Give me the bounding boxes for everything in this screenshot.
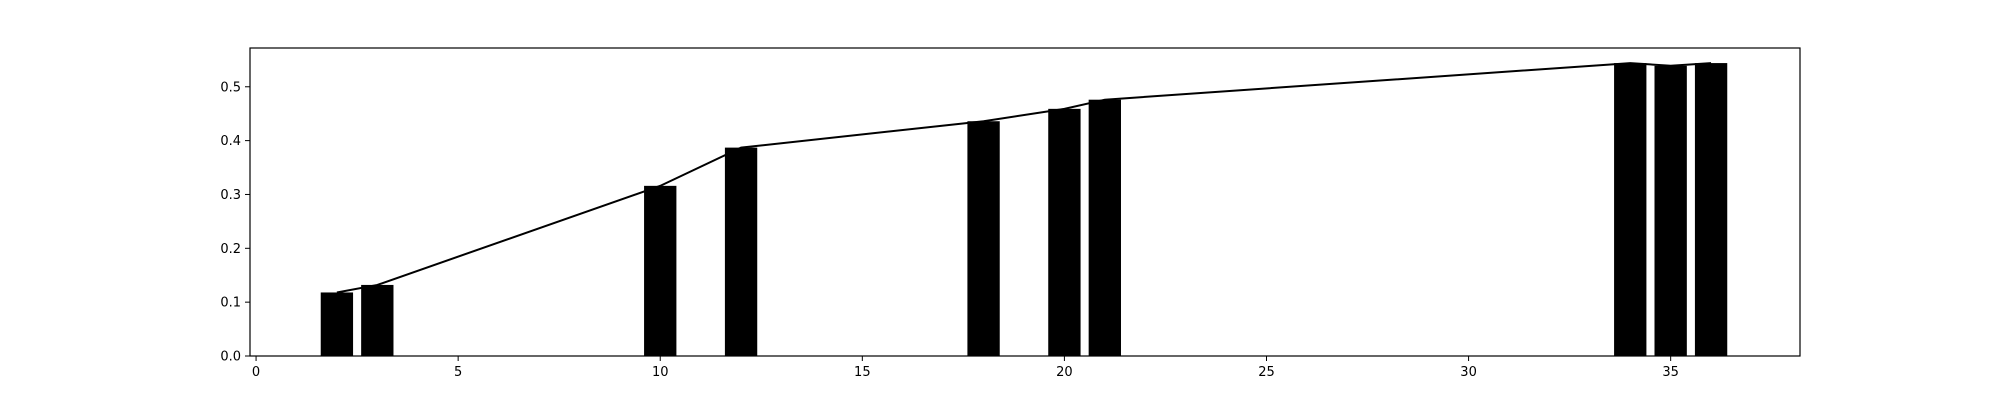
x-tick-label: 30 bbox=[1460, 365, 1477, 380]
x-tick-label: 5 bbox=[454, 365, 462, 380]
bar-2 bbox=[320, 292, 354, 356]
y-axis: 0.0 0.1 0.2 0.3 0.4 0.5 bbox=[220, 80, 250, 365]
y-tick-label: 0.1 bbox=[220, 296, 241, 311]
x-tick-label: 35 bbox=[1662, 365, 1679, 380]
bar-36 bbox=[1694, 63, 1728, 356]
trend-line-group bbox=[336, 62, 1712, 294]
y-tick-label: 0.2 bbox=[220, 242, 241, 257]
y-tick-label: 0.3 bbox=[220, 188, 241, 203]
x-tick-label: 20 bbox=[1056, 365, 1073, 380]
bars-group bbox=[320, 63, 1728, 357]
bar-21 bbox=[1088, 99, 1121, 356]
x-tick-label: 0 bbox=[252, 365, 260, 380]
bar-20 bbox=[1048, 108, 1081, 356]
plot-frame bbox=[249, 47, 1801, 357]
bar-10 bbox=[644, 185, 677, 356]
y-tick-label: 0.5 bbox=[220, 80, 241, 95]
x-axis: 0 5 10 15 20 25 30 35 bbox=[252, 356, 1679, 380]
bar-18 bbox=[967, 121, 1000, 356]
x-tick-label: 15 bbox=[854, 365, 871, 380]
bar-12 bbox=[724, 147, 758, 356]
x-tick-label: 10 bbox=[652, 365, 669, 380]
bar-35 bbox=[1654, 65, 1687, 357]
y-tick-label: 0.4 bbox=[220, 134, 241, 149]
x-tick-label: 25 bbox=[1258, 365, 1275, 380]
trend-line bbox=[336, 62, 1712, 294]
bar-3 bbox=[361, 284, 394, 356]
y-tick-label: 0.0 bbox=[220, 350, 241, 365]
bar-34 bbox=[1614, 63, 1647, 356]
